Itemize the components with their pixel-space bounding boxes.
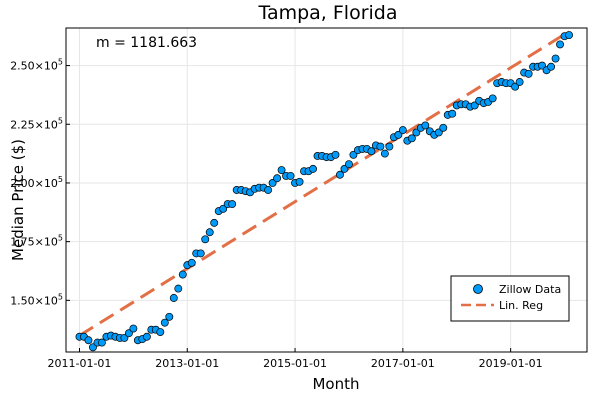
data-point xyxy=(295,177,304,186)
legend-box xyxy=(450,275,570,322)
legend-label-lin-reg: Lin. Reg xyxy=(499,299,543,312)
data-point xyxy=(515,78,524,86)
data-point xyxy=(84,336,93,345)
data-point xyxy=(219,204,228,213)
data-point xyxy=(398,126,407,135)
data-point xyxy=(407,134,416,143)
y-tick-label: 1.75×105 xyxy=(10,234,63,249)
legend-label-zillow-data: Zillow Data xyxy=(499,283,561,296)
data-point xyxy=(228,200,237,209)
y-tick-labels: 1.50×105 1.75×105 2.00×105 2.25×105 2.50×105 xyxy=(10,58,63,308)
data-point xyxy=(309,164,317,173)
data-point xyxy=(367,147,376,156)
data-point xyxy=(97,338,106,347)
series-layer xyxy=(75,30,573,352)
data-point xyxy=(88,343,97,352)
data-point xyxy=(169,294,178,302)
data-point xyxy=(380,149,389,158)
data-point xyxy=(264,186,273,194)
data-point xyxy=(394,130,403,139)
y-tick-label: 2.25×105 xyxy=(10,116,63,131)
data-point xyxy=(551,54,560,63)
x-tick-label: 2013-01-01 xyxy=(155,357,219,370)
data-point xyxy=(448,109,457,118)
x-tick-label: 2017-01-01 xyxy=(371,357,435,370)
data-point xyxy=(412,128,421,137)
x-tick-label: 2015-01-01 xyxy=(263,357,327,370)
data-point xyxy=(160,318,169,327)
data-point xyxy=(340,164,349,173)
data-point xyxy=(174,284,183,293)
chart-title: Tampa, Florida xyxy=(257,2,397,24)
legend-marker-zillow-data xyxy=(473,284,483,294)
data-point xyxy=(470,101,479,110)
x-tick-label: 2011-01-01 xyxy=(48,357,112,370)
x-tick-labels: 2011-01-01 2013-01-01 2015-01-01 2017-01-01… xyxy=(48,357,543,370)
data-point xyxy=(277,166,286,174)
data-point xyxy=(434,128,443,137)
data-point xyxy=(385,142,394,151)
data-point xyxy=(331,150,340,159)
data-point xyxy=(376,142,385,151)
data-point xyxy=(156,328,165,336)
data-point xyxy=(439,123,448,132)
data-point xyxy=(196,249,205,258)
y-tick-label: 2.00×105 xyxy=(10,175,63,190)
data-point xyxy=(556,40,565,49)
slope-annotation: m = 1181.663 xyxy=(96,35,197,51)
x-tick-label: 2019-01-01 xyxy=(479,357,543,370)
plot-frame xyxy=(65,27,588,353)
data-point xyxy=(210,218,219,227)
grid xyxy=(66,28,587,352)
data-point xyxy=(120,333,129,342)
data-point xyxy=(286,171,295,180)
data-point xyxy=(565,31,573,39)
data-point xyxy=(421,121,430,130)
data-point xyxy=(538,61,547,70)
data-point xyxy=(124,329,133,338)
data-point xyxy=(345,160,353,169)
data-point xyxy=(178,270,187,279)
data-point xyxy=(205,228,214,237)
data-point xyxy=(129,324,138,333)
data-point xyxy=(336,170,344,179)
data-point xyxy=(187,258,196,267)
data-point xyxy=(511,82,520,91)
y-tick-label: 2.50×105 xyxy=(10,58,63,73)
regression-line xyxy=(78,30,570,337)
data-point xyxy=(273,174,282,183)
data-point xyxy=(201,235,210,244)
data-point xyxy=(547,62,556,71)
y-tick-label: 1.50×105 xyxy=(10,292,63,307)
y-axis-label: Median Price ($) xyxy=(9,139,27,261)
data-point xyxy=(488,94,497,103)
legend: Zillow Data Lin. Reg xyxy=(450,275,570,322)
x-axis-label: Month xyxy=(312,375,359,393)
data-point xyxy=(524,69,533,78)
tick-marks xyxy=(66,65,512,352)
data-point xyxy=(165,312,174,321)
data-point xyxy=(268,179,277,187)
data-point xyxy=(349,150,358,159)
data-point xyxy=(142,332,151,341)
